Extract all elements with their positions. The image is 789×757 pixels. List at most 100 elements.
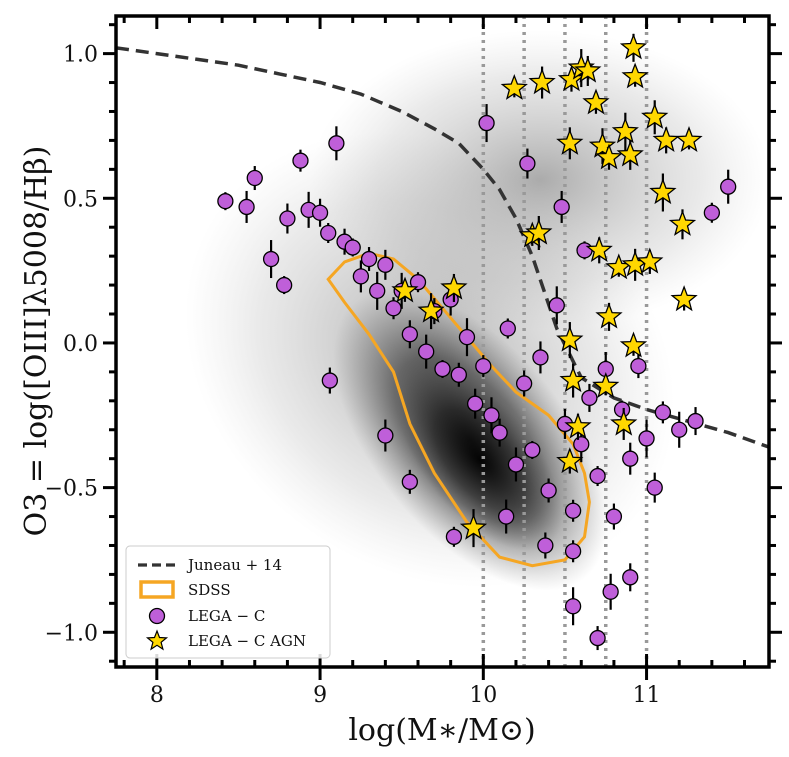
legac-point [246,169,263,187]
legac-point [311,204,329,221]
point-layer [217,33,737,651]
juneau-demarcation-line [116,46,769,449]
x-tick-label: 10 [469,683,497,708]
legac-point [703,204,721,221]
y-tick-label: −1.0 [45,621,98,646]
legac-point [377,256,394,273]
legac-point [262,250,280,268]
legac-agn-point [557,65,586,92]
legac-point [553,198,570,216]
legac-point [401,326,419,343]
legac-point [292,152,309,169]
legac-point [519,155,536,172]
legac-point [360,250,378,268]
legac-point [377,427,394,444]
y-tick-label: 1.0 [63,43,98,68]
legac-point [217,193,234,210]
legac-point [491,424,508,441]
x-tick-label: 11 [633,683,661,708]
legac-agn-point [564,412,592,439]
density-core-dark [397,368,563,552]
legend-agn-swatch [145,629,169,651]
legac-point [458,329,476,346]
legac-point [418,343,435,360]
legac-agn-point [417,296,445,323]
legac-agn-point [459,513,488,540]
legac-point [564,598,582,615]
legac-point [478,114,495,132]
legac-agn-point [675,126,703,152]
legac-point [622,450,639,467]
legac-agn-point [636,247,664,274]
x-tick-label: 8 [150,683,164,708]
legac-point [671,421,688,438]
legac-point [564,543,582,560]
legac-point [499,320,516,337]
legac-point [498,508,515,525]
legac-point [524,441,541,459]
legac-point [646,479,663,496]
legac-agn-point [559,366,587,393]
legac-agn-point [616,140,644,167]
legac-point [238,198,255,216]
legac-point [434,360,451,378]
legac-point [687,412,704,430]
legac-agn-point [649,178,677,205]
legac-point [540,482,557,499]
legac-agn-point [619,331,648,358]
legac-agn-point [641,102,669,129]
legac-point [564,502,582,519]
legac-agn-point [525,218,553,245]
legend-agn-label: LEGA − C AGN [188,632,306,650]
legac-point [483,407,500,424]
legac-point [401,473,419,490]
legac-point [344,239,361,256]
legend-sdss-label: SDSS [188,581,231,599]
legac-point [475,357,492,375]
legac-agn-point [619,33,648,60]
legac-point [466,395,484,412]
legac-agn-point [611,117,639,144]
legac-agn-point [610,409,638,436]
legac-point [573,436,590,453]
legac-agn-point [556,128,584,155]
legac-point [352,268,370,285]
legac-point [589,629,606,647]
legac-agn-point [668,209,697,236]
y-tick-label: 0.0 [63,332,98,357]
legac-point [507,456,525,473]
legac-point [605,508,623,525]
legend-box [125,545,331,659]
legac-agn-point [582,88,610,115]
y-axis-label: O3 = log([OIII]λ5008/Hβ) [19,146,54,537]
legac-point [321,372,339,389]
legac-agn-point [500,73,528,100]
legac-point [515,375,533,392]
legac-point [581,389,598,407]
legac-agn-point [556,325,584,352]
legac-point [320,224,337,242]
legac-point [654,404,672,421]
legac-agn-point [585,236,613,262]
legend-sdss-swatch [139,580,175,599]
legac-agn-point [621,62,649,89]
legac-point [385,300,402,317]
legac-agn-point [528,68,556,95]
y-tick-label: −0.5 [45,477,98,502]
legac-point [638,430,655,447]
legac-agn-point [588,131,617,158]
legac-point [602,583,619,600]
legac-point [630,357,647,375]
legend-legac-swatch [148,607,166,625]
legac-point [445,528,463,545]
legac-agn-point [595,143,623,170]
legac-point [532,349,549,366]
legac-point [409,274,427,291]
legend-juneau-label: Juneau + 14 [186,556,282,574]
legac-point [369,282,386,300]
legac-agn-point [652,126,680,152]
legac-agn-point [556,447,584,474]
legac-point [450,366,467,383]
legac-agn-point [574,56,602,83]
